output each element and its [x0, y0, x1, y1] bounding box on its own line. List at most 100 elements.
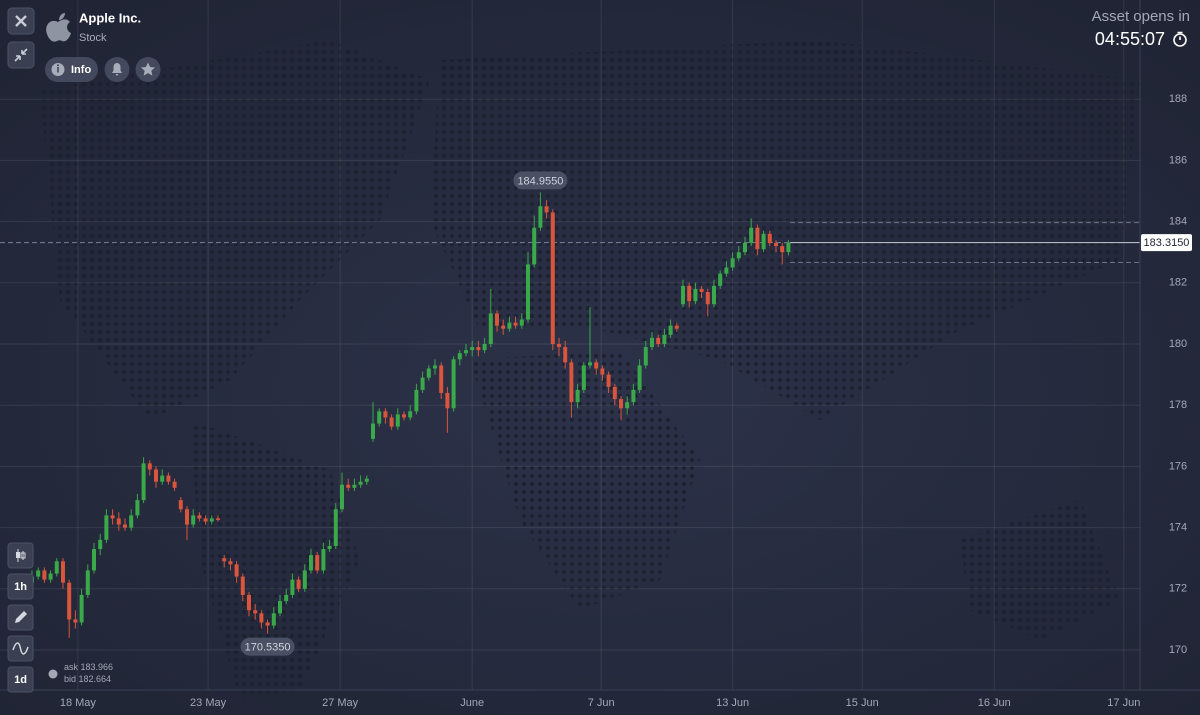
candle-body [606, 374, 611, 387]
candle-body [668, 325, 673, 335]
close-icon [15, 15, 27, 27]
market-status: Asset opens in 04:55:07 [1092, 8, 1190, 49]
annotation-bubble [513, 171, 568, 190]
candle-body [389, 417, 394, 427]
top-left-controls: Apple Inc. Stock Info [7, 7, 161, 82]
candle-body [761, 233, 766, 250]
candle-body [718, 273, 723, 286]
candle-body [135, 500, 140, 516]
bid-label: bid [64, 674, 76, 684]
candle-body [36, 570, 41, 577]
candle-body [749, 227, 754, 244]
x-tick-label: 17 Jun [1107, 697, 1140, 709]
candle-body [656, 337, 661, 345]
y-tick-label: 170 [1169, 644, 1187, 656]
candle-body [178, 500, 183, 510]
x-axis-band [0, 691, 1200, 715]
collapse-button[interactable] [7, 41, 35, 69]
candle-body [687, 285, 692, 302]
candle-body [742, 243, 747, 253]
y-tick-label: 184 [1169, 216, 1187, 228]
candle-body [662, 334, 667, 345]
world-map [40, 40, 1140, 700]
candle-body [73, 619, 78, 623]
candle-body [54, 561, 59, 574]
candle-body [358, 481, 363, 485]
y-tick-label: 178 [1169, 399, 1187, 411]
candle-body [203, 518, 208, 522]
candle-body [705, 291, 710, 305]
candle-body [488, 313, 493, 345]
last-price-badge [1141, 234, 1192, 252]
candle-body [60, 561, 65, 583]
candle-body [693, 288, 698, 302]
candle-body [191, 515, 196, 525]
candle-body [209, 518, 214, 522]
x-tick-label: 16 Jun [978, 697, 1011, 709]
candle-body [786, 242, 791, 253]
annotation-bubble [240, 637, 295, 656]
annotation-label: 184.9550 [517, 175, 563, 187]
info-icon-dot [57, 64, 59, 67]
candle-body [569, 362, 574, 403]
timeframe-label: 1h [14, 581, 27, 593]
candle-body [370, 423, 375, 439]
candle-body [91, 549, 96, 571]
candle-body [197, 515, 202, 519]
candle-body [296, 579, 301, 589]
quote-help-icon [48, 669, 58, 679]
candle-body [284, 594, 289, 602]
candle-body [538, 206, 543, 228]
quote: ask 183.966 bid 182.664 [48, 662, 113, 684]
asset-title: Apple Inc. [79, 10, 141, 25]
candle-body [327, 545, 332, 550]
candle-body [420, 377, 425, 390]
candle-body [222, 558, 227, 562]
timeframe-button[interactable] [7, 573, 34, 600]
candle-body [587, 362, 592, 366]
candle-body [618, 399, 623, 409]
candle-body [476, 347, 481, 351]
candle-body [575, 389, 580, 403]
candle-body [259, 613, 264, 623]
candle-body [116, 518, 121, 525]
candle-body [85, 570, 90, 595]
candle-body [308, 555, 313, 571]
candle-icon [16, 552, 20, 558]
bell-icon [112, 63, 122, 76]
candle-body [767, 233, 772, 244]
wave-icon [12, 642, 29, 655]
candle-body [215, 518, 220, 520]
candle-body [755, 227, 760, 250]
candle-body [408, 411, 413, 418]
bid-text: bid 182.664 [64, 674, 111, 684]
candle-body [290, 579, 295, 595]
y-tick-label: 176 [1169, 460, 1187, 472]
period-button[interactable] [7, 666, 34, 693]
x-tick-label: 23 May [190, 697, 227, 709]
candle-body [346, 484, 351, 488]
candle-body [395, 414, 400, 427]
candle-body [780, 246, 785, 253]
candle-body [680, 285, 685, 305]
candle-body [556, 344, 561, 348]
candle-body [67, 582, 72, 620]
x-tick-label: June [460, 697, 484, 709]
candle-body [507, 322, 512, 329]
x-tick-label: 27 May [322, 697, 359, 709]
bid-value: 182.664 [79, 674, 112, 684]
countdown: 04:55:07 [1095, 29, 1165, 49]
candle-body [79, 594, 84, 623]
candle-body [302, 570, 307, 589]
candle-body [246, 594, 251, 611]
left-toolbar: 1h 1d [7, 542, 34, 693]
candle-body [339, 484, 344, 510]
candle-body [184, 509, 189, 525]
candle-body [426, 368, 431, 378]
candle-body [321, 549, 326, 571]
candle-body [501, 325, 506, 329]
candle-body [463, 350, 468, 354]
candle-body [122, 524, 127, 528]
x-tick-label: 7 Jun [588, 697, 615, 709]
